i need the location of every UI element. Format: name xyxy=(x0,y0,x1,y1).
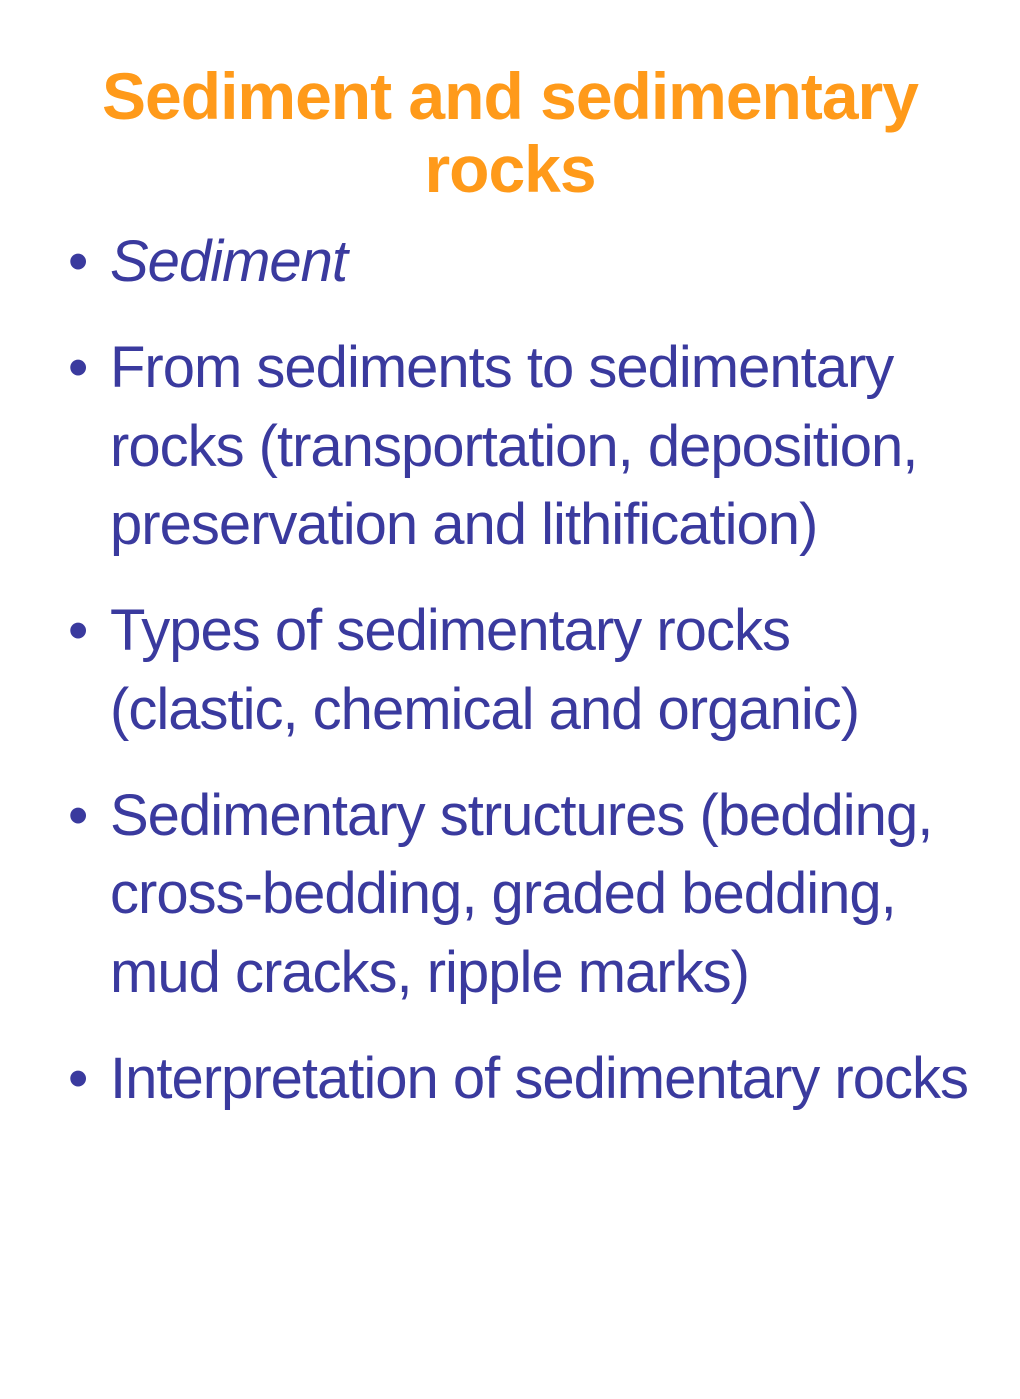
bullet-text: Types of sedimentary rocks (clastic, che… xyxy=(110,598,859,741)
bullet-text: Sedimentary structures (bedding, cross-b… xyxy=(110,783,932,1005)
bullet-item: Sediment xyxy=(50,223,970,301)
bullet-text: Interpretation of sedimentary rocks xyxy=(110,1046,968,1111)
slide: Sediment and sedimentary rocks Sediment … xyxy=(0,0,1020,1399)
bullet-list: Sediment From sediments to sedimentary r… xyxy=(50,223,970,1118)
bullet-text: From sediments to sedimentary rocks (tra… xyxy=(110,335,917,557)
bullet-text: Sediment xyxy=(110,229,347,294)
bullet-item: From sediments to sedimentary rocks (tra… xyxy=(50,329,970,564)
bullet-item: Interpretation of sedimentary rocks xyxy=(50,1040,970,1118)
bullet-item: Types of sedimentary rocks (clastic, che… xyxy=(50,592,970,749)
slide-title: Sediment and sedimentary rocks xyxy=(50,60,970,205)
bullet-item: Sedimentary structures (bedding, cross-b… xyxy=(50,777,970,1012)
